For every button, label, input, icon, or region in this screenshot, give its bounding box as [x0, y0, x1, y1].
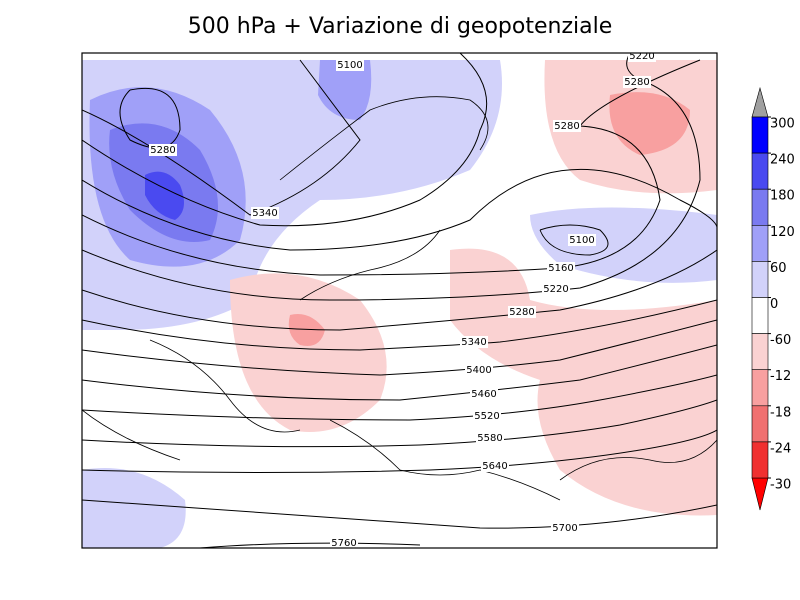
contour-label: 5580: [477, 433, 502, 444]
contour-label: 5100: [569, 235, 594, 246]
colorbar-segment: [751, 333, 769, 371]
colorbar-label: 300: [770, 117, 795, 132]
contour-label: 5100: [337, 60, 362, 71]
colorbar-segment: [751, 225, 769, 262]
contour-label-bg: [251, 207, 279, 219]
colorbar-label: 240: [770, 153, 795, 168]
contour-label-bg: [470, 388, 498, 400]
map-frame: [81, 52, 718, 549]
colorbar-label: -12: [770, 369, 791, 384]
contour-label: 5520: [474, 411, 499, 422]
contour-label: 5700: [552, 523, 577, 534]
map-area: 5100 5220 5280 5280 5280 5340 5100 5160 5220 5280…: [82, 51, 717, 549]
colorbar-segment: [751, 152, 769, 190]
colorbar-segment: [751, 188, 769, 226]
colorbar-label: 180: [770, 189, 795, 204]
contour-label-bg: [473, 410, 501, 422]
contour-label-bg: [551, 522, 579, 534]
contour-label: 5220: [543, 284, 568, 295]
colorbar-label: -60: [770, 333, 791, 348]
colorbar: 300 240 180 120 60 0 -60 -12 -18 -24 -30: [751, 86, 795, 511]
contour-label-bg: [460, 336, 488, 348]
colorbar-segment: [751, 369, 769, 407]
contour-label-bg: [336, 59, 364, 71]
contour-label-bg: [330, 537, 358, 548]
colorbar-label: 60: [770, 261, 787, 276]
contour-label: 5280: [509, 307, 534, 318]
map-title: 500 hPa + Variazione di geopotenziale: [188, 14, 613, 39]
contour-label-bg: [553, 120, 581, 132]
colorbar-label: -18: [770, 405, 791, 420]
contour-label-bg: [628, 53, 656, 62]
contour-label: 5760: [331, 538, 356, 549]
contour-label-bg: [542, 283, 570, 295]
contour-label: 5340: [461, 337, 486, 348]
contour-label-bg: [476, 432, 504, 444]
contour-label: 5400: [466, 365, 491, 376]
contour-label: 5280: [150, 145, 175, 156]
contour-label: 5280: [554, 121, 579, 132]
contour-label: 5340: [252, 208, 277, 219]
colorbar-label: -24: [770, 441, 791, 456]
contour-label-bg: [508, 306, 536, 318]
colorbar-segment: [751, 297, 769, 334]
colorbar-label: 0: [770, 297, 778, 312]
contour-label-bg: [149, 144, 177, 156]
contour-label-bg: [547, 262, 575, 274]
contour-label: 5280: [624, 77, 649, 88]
contour-label: 5460: [471, 389, 496, 400]
contour-label: 5160: [548, 263, 573, 274]
colorbar-label: 120: [770, 225, 795, 240]
contour-label-bg: [568, 234, 596, 246]
contour-label-bg: [623, 76, 651, 88]
contour-label-bg: [465, 364, 493, 376]
colorbar-segment: [751, 405, 769, 443]
colorbar-label: -30: [770, 478, 791, 493]
colorbar-segment: [751, 441, 769, 479]
contour-label: 5220: [629, 51, 654, 62]
colorbar-segment: [751, 116, 769, 154]
colorbar-segment: [751, 261, 769, 298]
contour-label: 5640: [482, 461, 507, 472]
contour-label-bg: [481, 460, 509, 472]
